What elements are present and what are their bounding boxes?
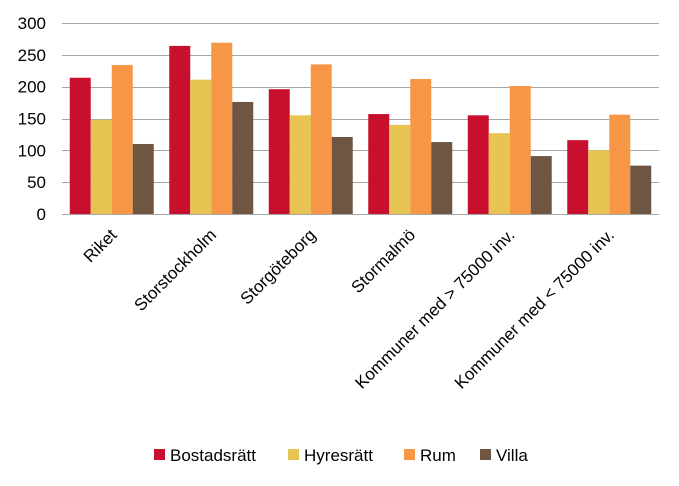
bar-villa — [132, 143, 154, 214]
bar-bostadsrätt — [467, 115, 489, 214]
bar-group — [567, 114, 652, 214]
y-tick-label: 0 — [37, 205, 46, 224]
bar-villa — [232, 101, 254, 214]
y-axis-ticks: 0 50 100 150 200 250 300 — [18, 14, 46, 224]
legend-label: Bostadsrätt — [170, 446, 256, 465]
bar-rum — [310, 64, 332, 214]
y-tick-label: 300 — [18, 14, 46, 33]
x-category-label: Storgöteborg — [237, 225, 320, 308]
legend-item: Villa — [480, 446, 528, 465]
y-tick-label: 150 — [18, 110, 46, 129]
bar-rum — [410, 79, 432, 214]
bar-bostadsrätt — [268, 89, 290, 214]
x-axis-labels: Riket Storstockholm Storgöteborg StormalmöK… — [80, 225, 618, 392]
y-tick-label: 200 — [18, 78, 46, 97]
bar-hyresrätt — [289, 115, 311, 214]
x-category-label: Kommuner med < 75000 inv. — [451, 225, 618, 392]
gridlines — [62, 23, 659, 183]
x-category-label: Storstockholm — [130, 225, 220, 315]
legend-label: Hyresrätt — [304, 446, 373, 465]
bar-hyresrätt — [190, 79, 212, 214]
legend-swatch — [154, 449, 165, 460]
bar-group — [169, 42, 254, 215]
bar-rum — [111, 65, 133, 215]
legend-item: Rum — [404, 446, 456, 465]
bar-hyresrätt — [90, 119, 112, 214]
legend-swatch — [480, 449, 491, 460]
bar-rum — [211, 42, 233, 215]
bar-hyresrätt — [488, 133, 510, 214]
bar-bostadsrätt — [169, 45, 191, 214]
bar-group — [368, 79, 453, 214]
bar-group — [268, 64, 353, 214]
bar-villa — [331, 136, 353, 214]
y-tick-label: 250 — [18, 46, 46, 65]
legend: Bostadsrätt Hyresrätt Rum Villa — [154, 446, 528, 465]
x-category-label: Riket — [80, 225, 121, 266]
legend-swatch — [404, 449, 415, 460]
bar-villa — [630, 165, 652, 214]
bar-villa — [530, 156, 552, 214]
bar-group — [467, 86, 552, 214]
y-tick-label: 100 — [18, 141, 46, 160]
bar-group — [69, 65, 154, 215]
bar-bostadsrätt — [368, 114, 390, 214]
bar-villa — [431, 142, 453, 214]
bar-hyresrätt — [588, 150, 610, 214]
legend-item: Hyresrätt — [288, 446, 373, 465]
bar-rum — [609, 114, 631, 214]
legend-item: Bostadsrätt — [154, 446, 256, 465]
bars — [69, 42, 652, 215]
x-category-label: Kommuner med > 75000 inv. — [351, 225, 518, 392]
y-tick-label: 50 — [27, 173, 46, 192]
legend-label: Villa — [496, 446, 528, 465]
bar-bostadsrätt — [567, 140, 589, 214]
bar-hyresrätt — [389, 124, 411, 214]
legend-label: Rum — [420, 446, 456, 465]
legend-swatch — [288, 449, 299, 460]
bar-bostadsrätt — [69, 77, 91, 215]
x-category-label: Stormalmö — [348, 225, 420, 297]
bar-rum — [509, 86, 531, 214]
